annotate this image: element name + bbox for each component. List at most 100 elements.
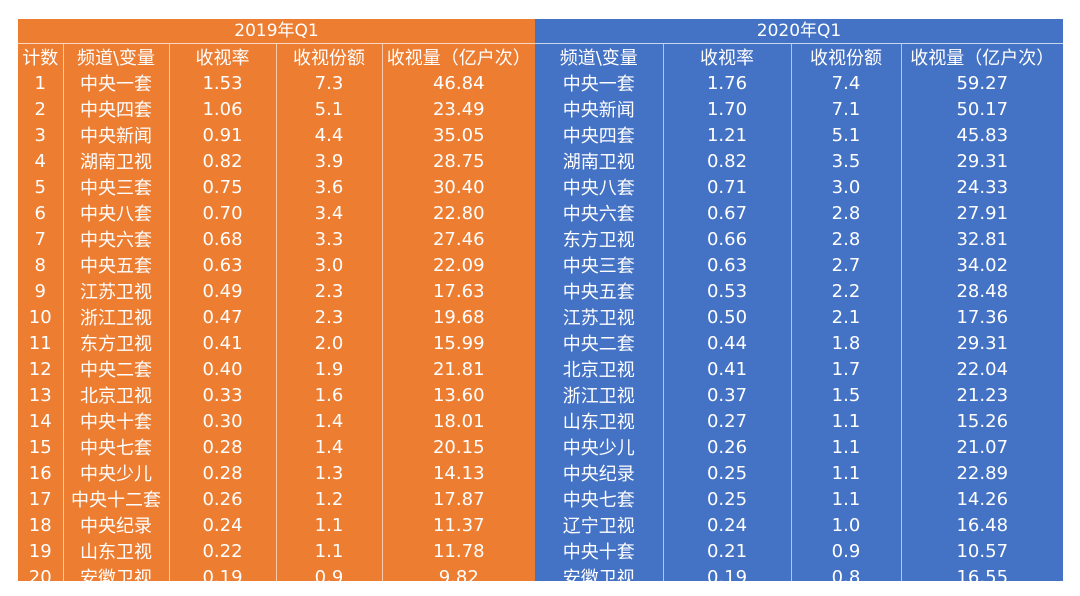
volume-cell: 17.63 — [381, 278, 535, 304]
rating-cell: 0.24 — [168, 512, 276, 538]
volume-cell: 34.02 — [900, 252, 1063, 278]
share-cell: 1.0 — [790, 512, 901, 538]
share-cell: 1.1 — [790, 408, 901, 434]
share-cell: 2.3 — [275, 304, 382, 330]
share-cell: 2.2 — [790, 278, 901, 304]
volume-cell: 46.84 — [381, 70, 535, 96]
share-cell: 2.8 — [790, 200, 901, 226]
share-cell: 1.2 — [275, 486, 382, 512]
table-row: 北京卫视 0.41 1.7 22.04 — [535, 356, 1063, 382]
share-cell: 1.1 — [790, 460, 901, 486]
channel-cell: 中央纪录 — [562, 464, 635, 485]
share-cell: 1.8 — [790, 330, 901, 356]
channel-cell: 中央十套 — [62, 408, 169, 434]
channel-cell: 中央七套 — [562, 490, 635, 511]
table-row: 16 中央少儿 0.28 1.3 14.13 — [18, 460, 535, 486]
rating-cell: 0.25 — [662, 486, 791, 512]
header-channel: 频道\变量 — [62, 44, 169, 70]
volume-cell: 45.83 — [900, 122, 1063, 148]
rating-cell: 0.28 — [168, 434, 276, 460]
header-rating: 收视率 — [662, 44, 791, 70]
rating-cell: 0.19 — [662, 564, 791, 590]
share-cell: 3.0 — [275, 252, 382, 278]
rating-cell: 0.22 — [168, 538, 276, 564]
share-cell: 2.0 — [275, 330, 382, 356]
count-cell: 13 — [28, 384, 52, 406]
table-row: 中央十套 0.21 0.9 10.57 — [535, 538, 1063, 564]
volume-cell: 15.26 — [900, 408, 1063, 434]
count-cell: 16 — [28, 462, 52, 484]
table-row: 11 东方卫视 0.41 2.0 15.99 — [18, 330, 535, 356]
volume-cell: 18.01 — [381, 408, 535, 434]
rating-cell: 0.49 — [168, 278, 276, 304]
rating-cell: 0.67 — [662, 200, 791, 226]
table-2020q1: 频道\变量 收视率 收视份额 收视量（亿户次） 中央一套 1.76 7.4 59.27… — [535, 44, 1063, 590]
table-row: 15 中央七套 0.28 1.4 20.15 — [18, 434, 535, 460]
share-cell: 1.1 — [275, 512, 382, 538]
volume-cell: 22.89 — [900, 460, 1063, 486]
share-cell: 0.8 — [790, 564, 901, 590]
channel-cell: 中央二套 — [562, 334, 635, 355]
share-cell: 2.8 — [790, 226, 901, 252]
rating-cell: 0.71 — [662, 174, 791, 200]
table-row: 5 中央三套 0.75 3.6 30.40 — [18, 174, 535, 200]
table-row: 湖南卫视 0.82 3.5 29.31 — [535, 148, 1063, 174]
table-row: 10 浙江卫视 0.47 2.3 19.68 — [18, 304, 535, 330]
table-row: 东方卫视 0.66 2.8 32.81 — [535, 226, 1063, 252]
period-title-2020q1: 2020年Q1 — [535, 19, 1063, 44]
count-cell: 19 — [28, 540, 52, 562]
share-cell: 1.1 — [790, 486, 901, 512]
header-channel: 频道\变量 — [559, 48, 638, 69]
table-row: 中央二套 0.44 1.8 29.31 — [535, 330, 1063, 356]
share-cell: 2.7 — [790, 252, 901, 278]
table-row: 13 北京卫视 0.33 1.6 13.60 — [18, 382, 535, 408]
volume-cell: 28.75 — [381, 148, 535, 174]
panel-2019q1: 2019年Q1 计数 频道\变量 收视率 收视份额 收视量（亿户次） 1 中央一套… — [18, 19, 535, 590]
channel-cell: 中央少儿 — [562, 438, 635, 459]
share-cell: 3.6 — [275, 174, 382, 200]
count-cell: 1 — [34, 72, 46, 94]
rating-cell: 0.68 — [168, 226, 276, 252]
channel-cell: 中央六套 — [562, 204, 635, 225]
channel-cell: 浙江卫视 — [62, 304, 169, 330]
share-cell: 1.4 — [275, 434, 382, 460]
table-row: 山东卫视 0.27 1.1 15.26 — [535, 408, 1063, 434]
rating-cell: 0.53 — [662, 278, 791, 304]
share-cell: 2.3 — [275, 278, 382, 304]
rating-cell: 0.33 — [168, 382, 276, 408]
volume-cell: 13.60 — [381, 382, 535, 408]
rating-cell: 0.40 — [168, 356, 276, 382]
channel-cell: 北京卫视 — [62, 382, 169, 408]
header-rating: 收视率 — [168, 44, 276, 70]
share-cell: 1.1 — [790, 434, 901, 460]
share-cell: 4.4 — [275, 122, 382, 148]
volume-cell: 21.07 — [900, 434, 1063, 460]
rating-cell: 0.75 — [168, 174, 276, 200]
count-cell: 9 — [34, 280, 46, 302]
table-row: 中央六套 0.67 2.8 27.91 — [535, 200, 1063, 226]
channel-cell: 中央一套 — [562, 74, 635, 95]
channel-cell: 湖南卫视 — [62, 148, 169, 174]
rating-cell: 1.76 — [662, 70, 791, 96]
rating-cell: 1.06 — [168, 96, 276, 122]
rating-cell: 1.53 — [168, 70, 276, 96]
table-row: 7 中央六套 0.68 3.3 27.46 — [18, 226, 535, 252]
channel-cell: 中央十二套 — [62, 486, 169, 512]
channel-cell: 中央五套 — [62, 252, 169, 278]
channel-cell: 中央六套 — [62, 226, 169, 252]
channel-cell: 中央二套 — [62, 356, 169, 382]
volume-cell: 35.05 — [381, 122, 535, 148]
channel-cell: 中央三套 — [62, 174, 169, 200]
table-row: 中央一套 1.76 7.4 59.27 — [535, 70, 1063, 96]
share-cell: 3.3 — [275, 226, 382, 252]
count-cell: 18 — [28, 514, 52, 536]
channel-cell: 中央四套 — [62, 96, 169, 122]
rating-cell: 0.66 — [662, 226, 791, 252]
count-cell: 2 — [34, 98, 46, 120]
volume-cell: 30.40 — [381, 174, 535, 200]
header-row-2019q1: 计数 频道\变量 收视率 收视份额 收视量（亿户次） — [18, 44, 535, 70]
share-cell: 3.5 — [790, 148, 901, 174]
rating-cell: 0.37 — [662, 382, 791, 408]
channel-cell: 东方卫视 — [562, 230, 635, 251]
share-cell: 7.4 — [790, 70, 901, 96]
